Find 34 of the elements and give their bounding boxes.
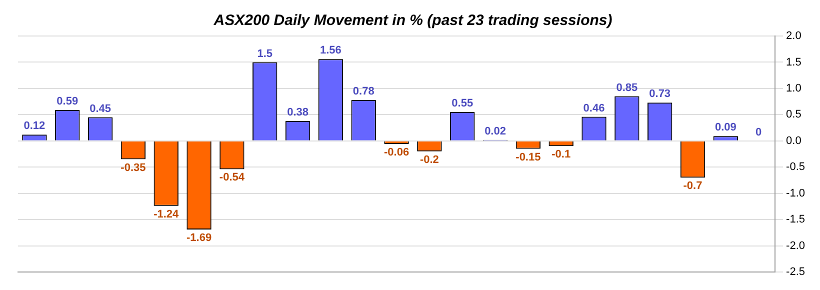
data-label: -0.35 [120,162,146,174]
data-label: -0.2 [420,154,439,166]
y-tick-label: 1.0 [786,82,802,94]
data-label: 0.38 [287,106,308,118]
y-tick-label: 1.5 [786,56,802,68]
y-tick-label: 0.5 [786,108,802,121]
data-label: 0.45 [90,102,111,115]
data-label: 1.5 [257,48,273,60]
y-tick-label: -1.5 [786,214,806,226]
data-label: 0.73 [649,88,671,100]
data-label: -0.54 [219,172,246,184]
y-tick-label: -0.5 [786,161,806,174]
data-label: -0.15 [516,151,541,164]
data-label: -0.06 [384,146,410,159]
data-label: 0.09 [714,122,736,134]
data-label: 0.12 [24,120,46,132]
data-label: 0.55 [452,98,474,110]
y-tick-label: 2.0 [786,30,802,42]
data-label: -1.24 [154,208,180,220]
data-label: -0.1 [552,148,571,161]
data-label: 0.78 [352,86,374,98]
y-tick-label: -2.5 [786,266,806,278]
chart-title: ASX200 Daily Movement in % (past 23 trading sessions) [212,12,612,30]
data-label: 0.02 [484,125,506,138]
data-label: 0.85 [616,82,638,94]
data-label: 0.46 [583,102,605,114]
y-tick-label: -2.0 [786,240,806,252]
y-tick-label: 0.0 [786,134,802,147]
y-tick-label: -1.0 [786,187,806,200]
data-label: -0.7 [683,180,702,192]
data-label: 0 [756,126,762,138]
data-label: 1.56 [320,44,342,57]
data-label: -1.69 [186,232,212,244]
data-label: 0.59 [56,95,78,108]
